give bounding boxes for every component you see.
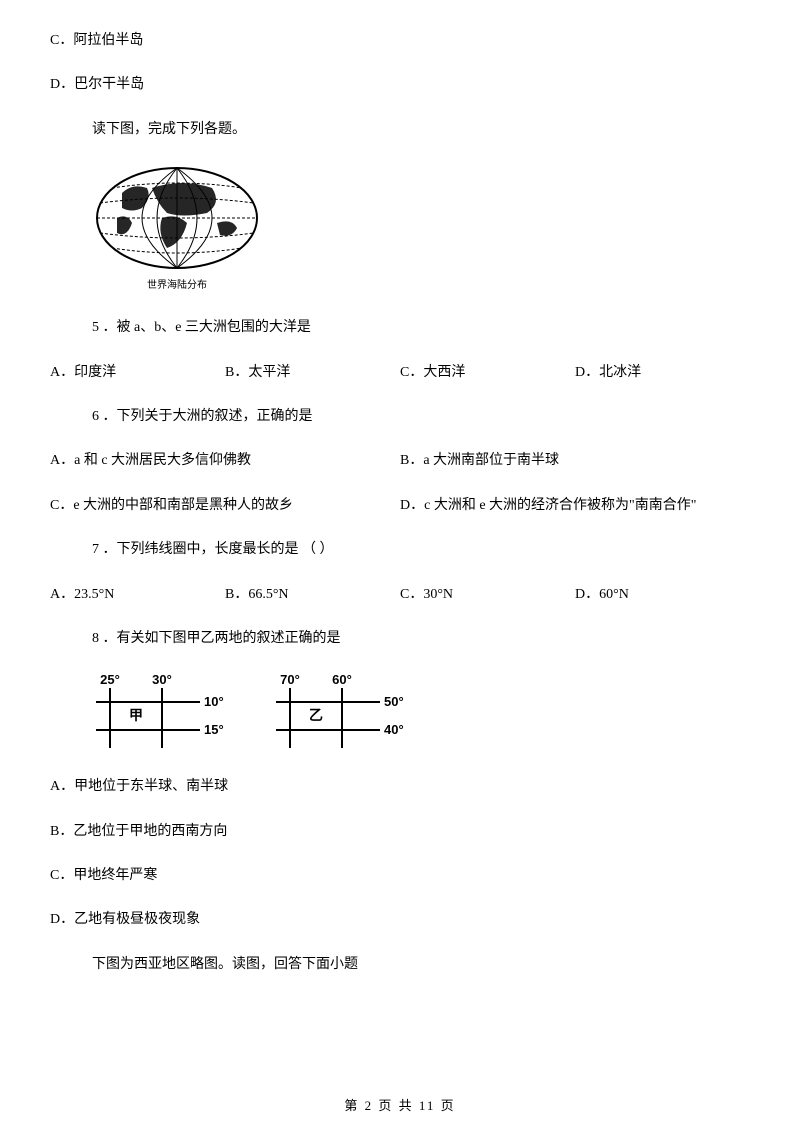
q8-option-c: C．甲地终年严寒 bbox=[50, 865, 750, 887]
svg-text:15°: 15° bbox=[204, 722, 224, 737]
svg-text:50°: 50° bbox=[384, 694, 404, 709]
globe-caption: 世界海陆分布 bbox=[147, 278, 207, 291]
page-footer: 第 2 页 共 11 页 bbox=[0, 1095, 800, 1114]
q7-option-d: D．60°N bbox=[575, 584, 750, 606]
q7-options: A．23.5°N B．66.5°N C．30°N D．60°N bbox=[50, 584, 750, 606]
q6-option-b: B．a 大洲南部位于南半球 bbox=[400, 450, 750, 472]
q6-option-a: A．a 和 c 大洲居民大多信仰佛教 bbox=[50, 450, 400, 472]
q7-option-b: B．66.5°N bbox=[225, 584, 400, 606]
instruction-text-2: 下图为西亚地区略图。读图，回答下面小题 bbox=[50, 954, 750, 976]
q8-stem: 8 ．有关如下图甲乙两地的叙述正确的是 bbox=[50, 628, 750, 650]
option-c: C．阿拉伯半岛 bbox=[50, 30, 750, 52]
q6-option-c: C．e 大洲的中部和南部是黑种人的故乡 bbox=[50, 495, 400, 517]
world-map-figure: 世界海陆分布 bbox=[92, 163, 750, 293]
q7-stem: 7 ．下列纬线圈中，长度最长的是 （ ） bbox=[50, 539, 750, 561]
q5-options: A．印度洋 B．太平洋 C．大西洋 D．北冰洋 bbox=[50, 362, 750, 384]
svg-text:甲: 甲 bbox=[129, 708, 143, 724]
q6-stem: 6 ．下列关于大洲的叙述，正确的是 bbox=[50, 406, 750, 428]
q7-option-c: C．30°N bbox=[400, 584, 575, 606]
svg-text:乙: 乙 bbox=[309, 708, 323, 724]
q5-option-d: D．北冰洋 bbox=[575, 362, 750, 384]
svg-text:40°: 40° bbox=[384, 722, 404, 737]
q6-options-row1: A．a 和 c 大洲居民大多信仰佛教 B．a 大洲南部位于南半球 bbox=[50, 450, 750, 472]
grid-figure: 25° 30° 10° 15° 甲 70° 60° 50° 40° 乙 bbox=[92, 672, 750, 752]
grid-jia: 25° 30° 10° 15° 甲 bbox=[92, 672, 232, 752]
instruction-text: 读下图，完成下列各题。 bbox=[50, 119, 750, 141]
q5-option-c: C．大西洋 bbox=[400, 362, 575, 384]
q5-stem: 5 ．被 a、b、e 三大洲包围的大洋是 bbox=[50, 317, 750, 339]
svg-text:10°: 10° bbox=[204, 694, 224, 709]
q7-option-a: A．23.5°N bbox=[50, 584, 225, 606]
q6-options-row2: C．e 大洲的中部和南部是黑种人的故乡 D．c 大洲和 e 大洲的经济合作被称为… bbox=[50, 495, 750, 517]
q6-option-d: D．c 大洲和 e 大洲的经济合作被称为"南南合作" bbox=[400, 495, 750, 517]
q8-option-a: A．甲地位于东半球、南半球 bbox=[50, 776, 750, 798]
grid-yi: 70° 60° 50° 40° 乙 bbox=[272, 672, 412, 752]
svg-text:30°: 30° bbox=[152, 672, 172, 687]
q5-option-a: A．印度洋 bbox=[50, 362, 225, 384]
svg-text:70°: 70° bbox=[280, 672, 300, 687]
q8-option-d: D．乙地有极昼极夜现象 bbox=[50, 909, 750, 931]
q8-option-b: B．乙地位于甲地的西南方向 bbox=[50, 821, 750, 843]
option-d: D．巴尔干半岛 bbox=[50, 74, 750, 96]
svg-text:25°: 25° bbox=[100, 672, 120, 687]
q5-option-b: B．太平洋 bbox=[225, 362, 400, 384]
svg-text:60°: 60° bbox=[332, 672, 352, 687]
